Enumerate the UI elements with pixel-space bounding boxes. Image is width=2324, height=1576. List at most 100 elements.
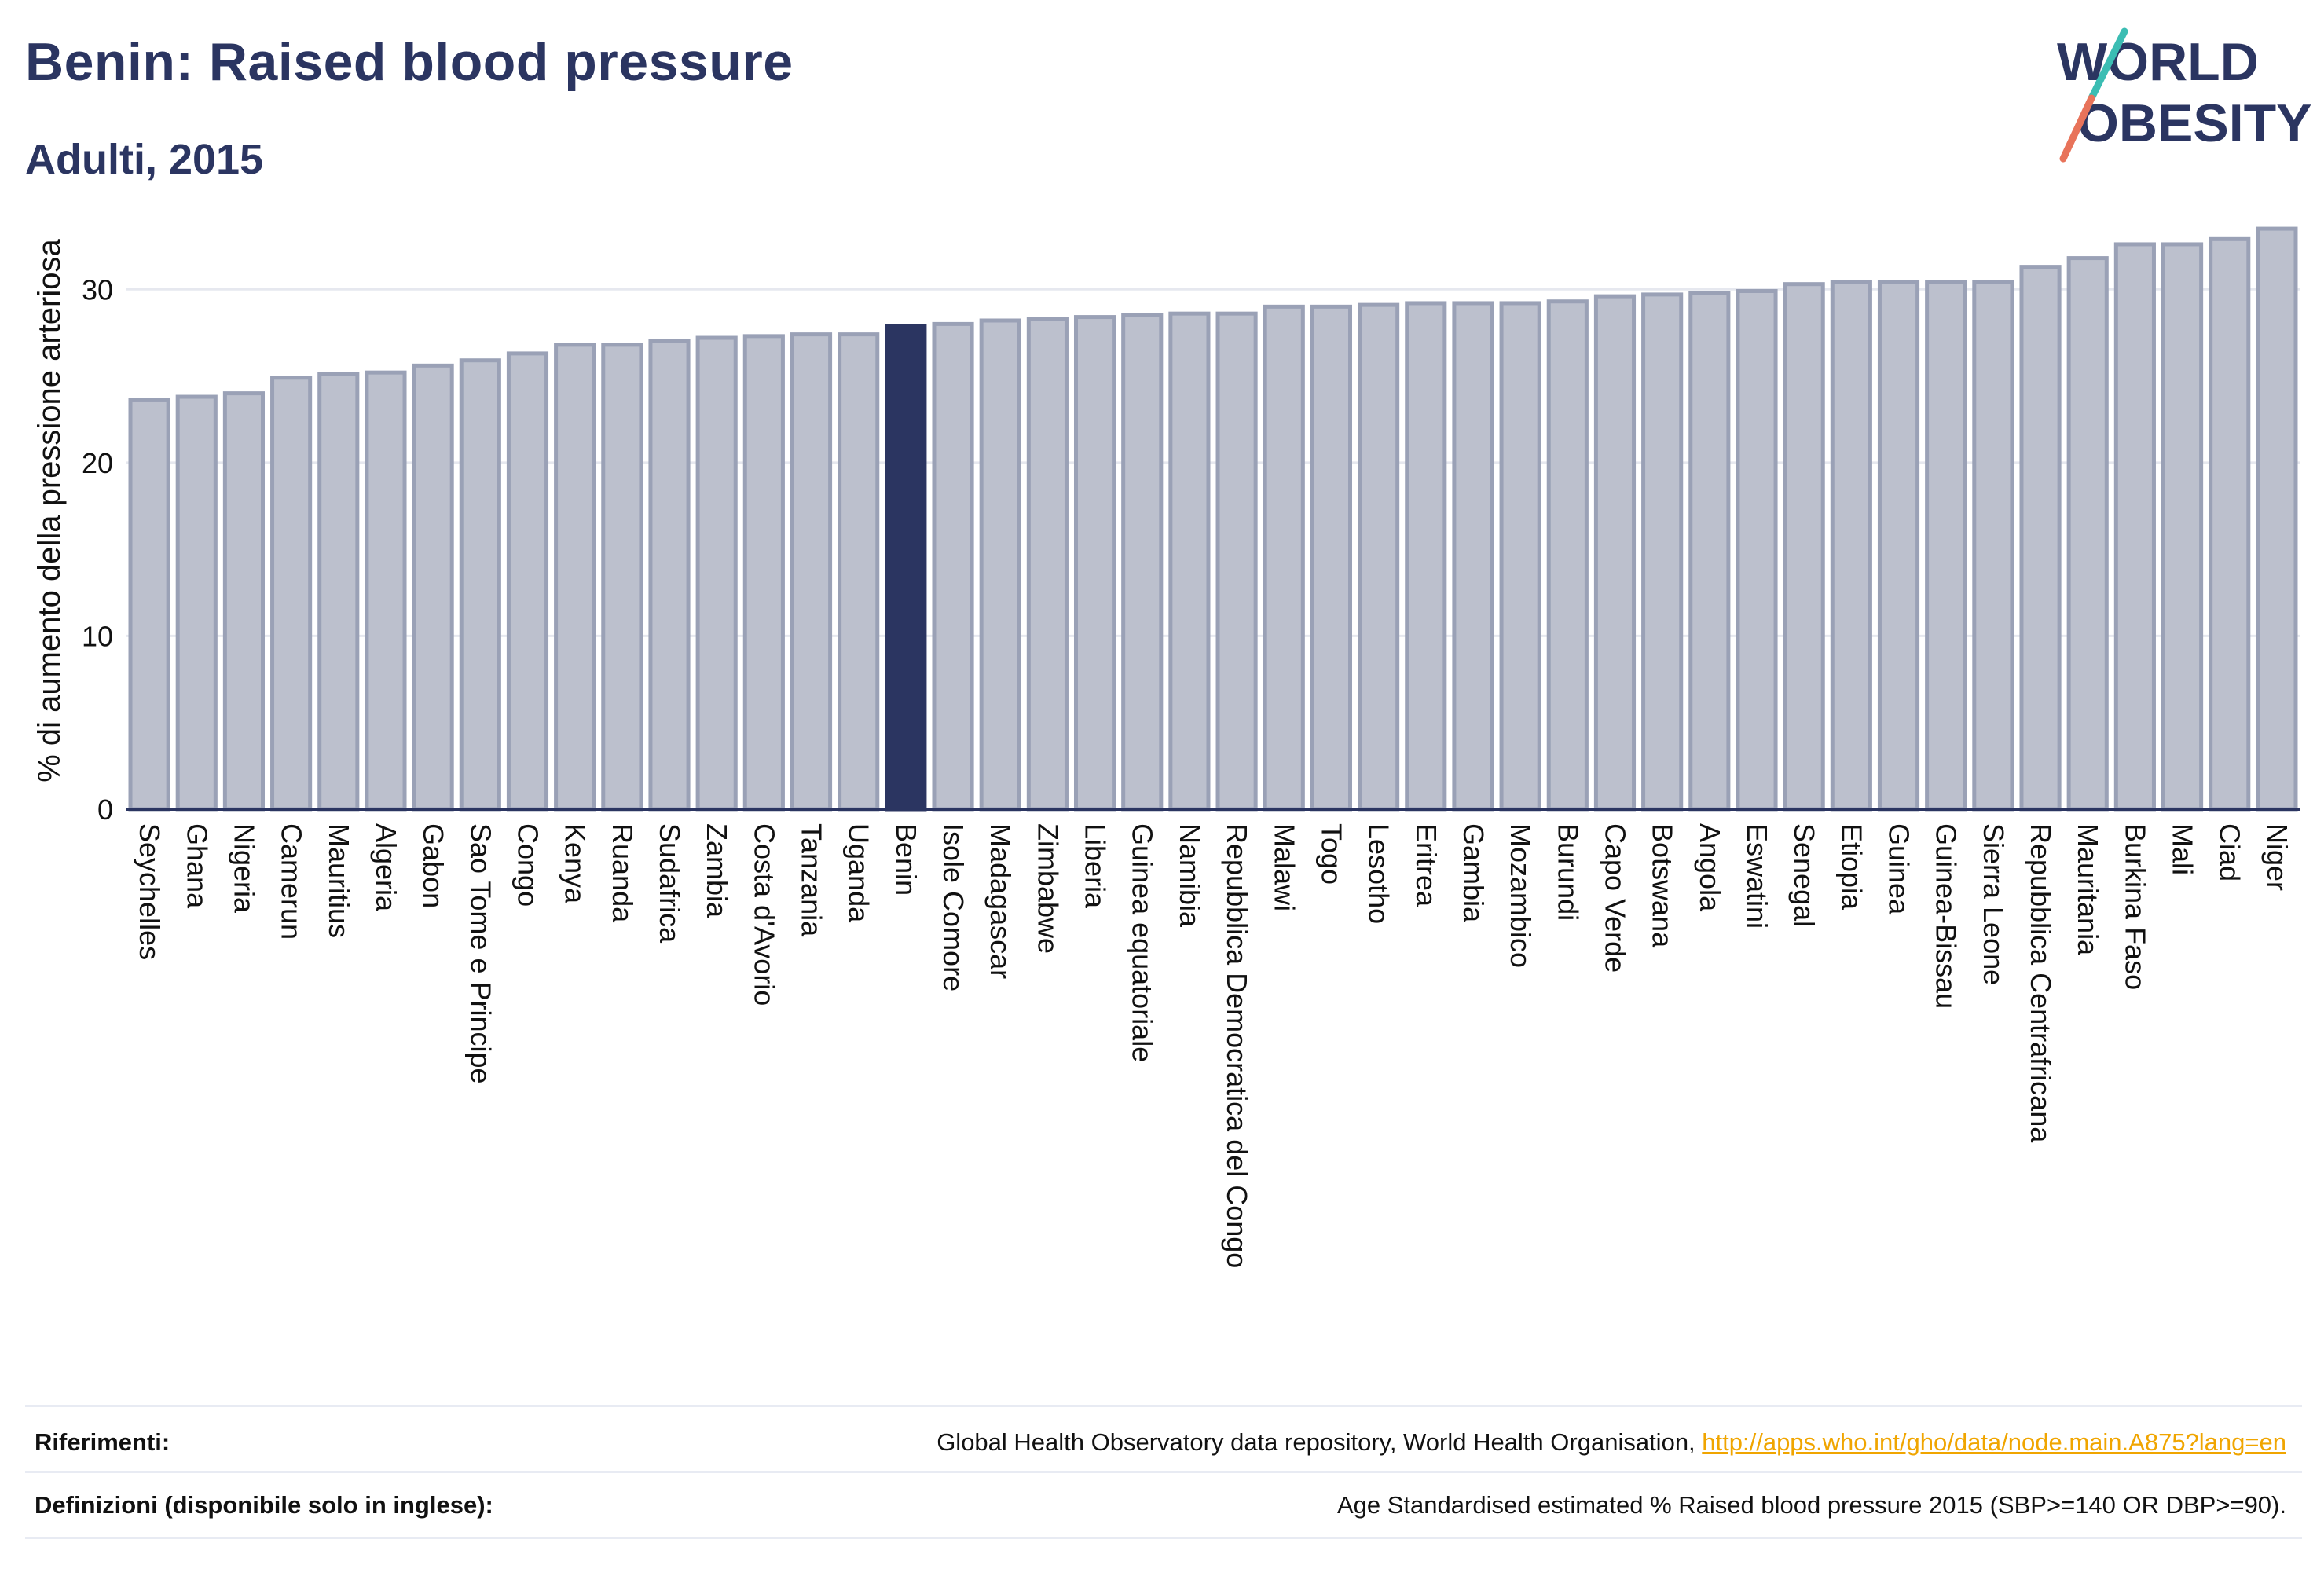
definitions-label: Definizioni (disponibile solo in inglese… [35, 1491, 493, 1519]
bar-zimbabwe[interactable] [1026, 317, 1069, 812]
definitions-row: Definizioni (disponibile solo in inglese… [35, 1474, 2286, 1537]
x-tick-label: Eswatini [1741, 823, 1773, 929]
bar-lesotho[interactable] [1358, 302, 1400, 812]
x-tick-label: Zambia [701, 823, 733, 918]
x-tick-label: Costa d'Avorio [748, 823, 780, 1006]
y-tick-labels: 0 10 20 30 [82, 273, 113, 826]
references-label: Riferimenti: [35, 1428, 170, 1456]
bar-guinea-equatoriale[interactable] [1121, 313, 1164, 812]
x-tick-label: Guinea equatoriale [1127, 823, 1159, 1062]
bar-namibia[interactable] [1168, 311, 1211, 812]
bar-sao-tome-e-principe[interactable] [459, 358, 501, 812]
x-tick-label: Senegal [1788, 823, 1820, 927]
bar-gambia[interactable] [1452, 301, 1494, 812]
bar-botswana[interactable] [1641, 292, 1684, 812]
bar-zambia[interactable] [695, 335, 738, 812]
bar-capo-verde[interactable] [1593, 294, 1637, 812]
bar-burkina-faso[interactable] [2113, 242, 2156, 812]
x-tick-label: Eritrea [1410, 823, 1442, 907]
x-tick-label: Ciad [2214, 823, 2246, 881]
bar-congo[interactable] [506, 351, 549, 812]
x-tick-label: Nigeria [228, 823, 260, 914]
bar-madagascar[interactable] [979, 318, 1021, 812]
x-tick-label: Lesotho [1363, 823, 1395, 924]
x-tick-label: Gabon [417, 823, 449, 908]
bar-eritrea[interactable] [1405, 301, 1447, 812]
bar-malawi[interactable] [1263, 304, 1305, 812]
x-tick-label: Mauritius [323, 823, 355, 938]
definitions-value: Age Standardised estimated % Raised bloo… [1336, 1491, 2286, 1519]
bar-ghana[interactable] [175, 394, 218, 812]
bar-nigeria[interactable] [222, 391, 266, 812]
x-tick-label: Sao Tome e Principe [464, 823, 497, 1084]
bar-mali[interactable] [2161, 242, 2204, 812]
bar-liberia[interactable] [1073, 315, 1116, 812]
chart-title: Benin: Raised blood pressure [25, 32, 794, 92]
bars [126, 226, 2300, 812]
footer-divider [25, 1537, 2302, 1539]
x-tick-label: Repubblica Centrafricana [2025, 823, 2057, 1143]
x-tick-label: Burundi [1552, 823, 1584, 921]
bar-mozambico[interactable] [1499, 301, 1541, 812]
bar-guinea[interactable] [1877, 280, 1920, 812]
x-tick-label: Mali [2167, 823, 2199, 875]
world-obesity-logo: WORLD OBESITY [2043, 24, 2312, 165]
bar-burundi[interactable] [1546, 299, 1589, 812]
bar-ruanda[interactable] [601, 343, 643, 812]
bar-sierra-leone[interactable] [1972, 280, 2014, 812]
y-axis-label: % di aumento della pressione arteriosa [32, 239, 67, 783]
bar-gabon[interactable] [412, 363, 454, 812]
references-text: Global Health Observatory data repositor… [937, 1428, 1703, 1456]
x-tick-label: Mauritania [2072, 823, 2104, 956]
bar-seychelles[interactable] [128, 398, 170, 812]
x-tick-label: Ruanda [607, 823, 639, 923]
x-tick-label: Tanzania [796, 823, 828, 937]
bar-repubblica-democratica-del-congo[interactable] [1215, 311, 1258, 812]
x-tick-label: Togo [1315, 823, 1347, 885]
svg-text:WORLD: WORLD [2057, 32, 2259, 92]
x-tick-label: Namibia [1174, 823, 1206, 928]
svg-text:OBESITY: OBESITY [2077, 93, 2312, 153]
x-tick-label: Seychelles [134, 823, 166, 960]
bar-niger[interactable] [2256, 226, 2298, 812]
bar-mauritania[interactable] [2066, 256, 2109, 812]
x-tick-label: Sierra Leone [1978, 823, 2010, 985]
references-link[interactable]: http://apps.who.int/gho/data/node.main.A… [1702, 1428, 2286, 1456]
bar-benin[interactable] [885, 324, 927, 812]
bar-eswatini[interactable] [1736, 288, 1778, 812]
x-tick-label: Camerun [276, 823, 308, 940]
bar-repubblica-centrafricana[interactable] [2019, 265, 2062, 812]
bar-isole-comore[interactable] [932, 321, 974, 812]
x-tick-labels: Seychelles Ghana Nigeria Camerun Mauritius Al… [134, 823, 2293, 1268]
bar-tanzania[interactable] [790, 332, 833, 812]
bar-togo[interactable] [1310, 304, 1353, 812]
bar-angola[interactable] [1688, 291, 1731, 812]
bar-kenya[interactable] [554, 343, 596, 812]
footer-divider [25, 1471, 2302, 1473]
bar-algeria[interactable] [365, 370, 407, 812]
bar-etiopia[interactable] [1830, 280, 1872, 812]
footer-divider [25, 1405, 2302, 1407]
x-tick-label: Isole Comore [937, 823, 970, 991]
bar-costa-d-avorio[interactable] [742, 334, 785, 812]
bar-camerun[interactable] [270, 376, 313, 812]
x-tick-label: Guinea [1883, 823, 1915, 915]
references-row: Riferimenti: Global Health Observatory d… [35, 1411, 2286, 1474]
bar-mauritius[interactable] [317, 372, 360, 812]
bar-guinea-bissau[interactable] [1925, 280, 1967, 812]
bar-chart: 0 10 20 30 Seychelles Ghana Nigeria Camerun Mau… [32, 226, 2300, 1268]
x-tick-label: Capo Verde [1599, 823, 1631, 973]
x-tick-label: Madagascar [984, 823, 1017, 979]
bar-senegal[interactable] [1783, 282, 1825, 812]
x-tick-label: Etiopia [1835, 823, 1868, 911]
bar-uganda[interactable] [838, 332, 880, 812]
bar-sudafrica[interactable] [648, 339, 691, 812]
x-tick-label: Sudafrica [654, 823, 686, 944]
x-tick-label: Niger [2261, 823, 2293, 891]
references-value: Global Health Observatory data repositor… [937, 1428, 2286, 1457]
x-tick-label: Repubblica Democratica del Congo [1221, 823, 1253, 1268]
x-tick-label: Algeria [370, 823, 402, 912]
x-tick-label: Kenya [559, 823, 592, 904]
bar-ciad[interactable] [2209, 236, 2251, 812]
x-tick-label: Gambia [1457, 823, 1490, 923]
